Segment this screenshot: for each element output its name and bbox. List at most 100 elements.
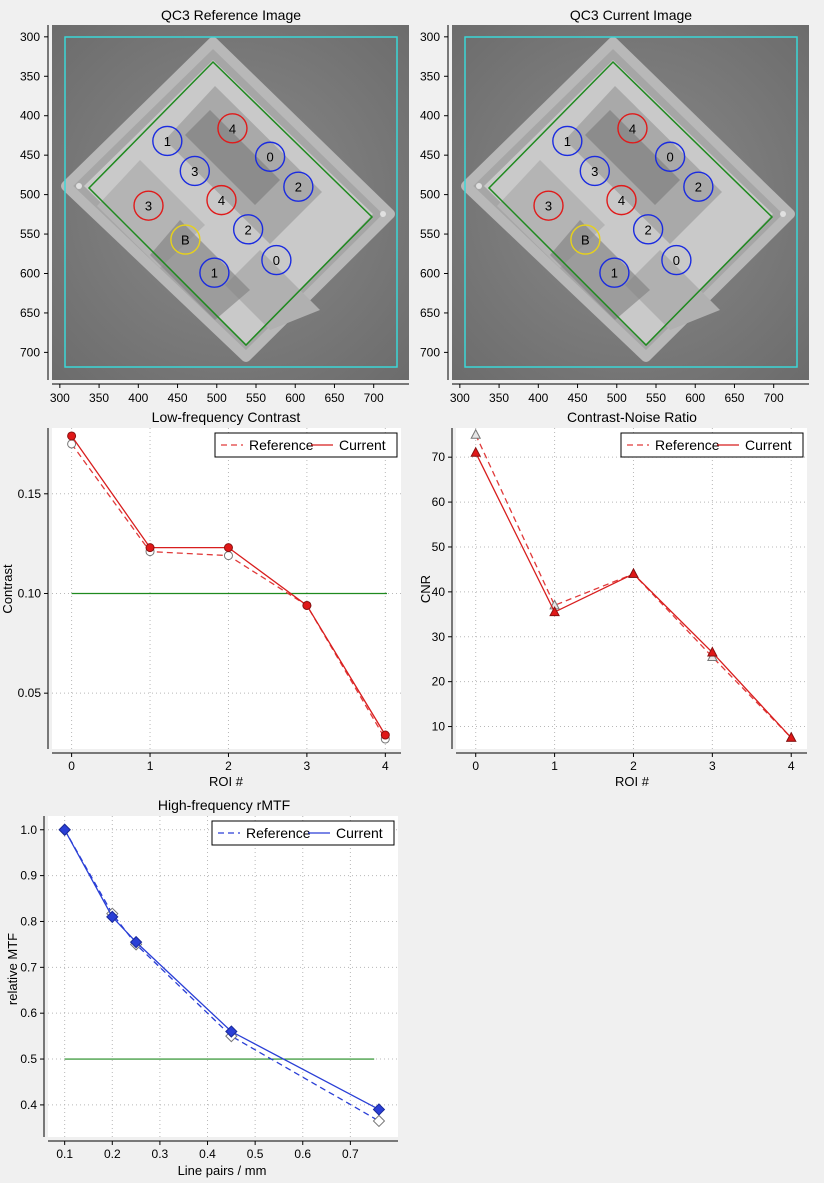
roi-circle — [232, 214, 264, 245]
roi-label: 2 — [695, 180, 702, 195]
y-tick-label: 300 — [420, 30, 440, 44]
roi-label: 1 — [611, 266, 618, 281]
x-tick-label: 0.4 — [199, 1147, 216, 1161]
y-tick-label: 500 — [20, 188, 40, 202]
roi-label: 0 — [273, 253, 280, 268]
data-point-current — [67, 431, 77, 441]
legend-box — [211, 820, 395, 846]
y-tick-label: 350 — [20, 69, 40, 83]
plot-area: 0 1 2 3 4 0.05 0.10 0.15 Reference Current — [18, 428, 401, 773]
chart-title: Contrast-Noise Ratio — [567, 409, 697, 425]
roi-circle — [133, 190, 164, 221]
roi-circle — [206, 184, 237, 216]
x-tick-label: 4 — [788, 759, 795, 773]
current-image-panel: QC3 Current Image 1 3 4 0 2 3 4 2 B 0 1 300 350 400 4… — [420, 7, 809, 405]
y-tick-label: 400 — [20, 109, 40, 123]
legend-box — [214, 432, 398, 458]
roi-circle — [570, 224, 601, 255]
roi-circle — [661, 244, 692, 276]
roi-label: 4 — [218, 193, 225, 208]
data-point-current — [380, 730, 390, 740]
reference-image-title: QC3 Reference Image — [161, 7, 301, 23]
x-tick-label: 1 — [147, 759, 154, 773]
roi-circle — [152, 125, 183, 157]
roi-circle — [632, 214, 664, 245]
y-tick-label: 70 — [432, 450, 446, 464]
x-tick-label: 600 — [685, 391, 705, 405]
low-frequency-contrast-chart: Low-frequency Contrast ROI # Contrast 0 1… — [0, 409, 401, 789]
data-point-current — [58, 823, 71, 836]
roi-circle — [552, 125, 583, 157]
x-tick-label: 600 — [285, 391, 305, 405]
y-tick-label: 20 — [432, 675, 446, 689]
y-tick-label: 550 — [20, 227, 40, 241]
y-tick-label: 0.7 — [20, 960, 37, 974]
y-tick-label: 0.05 — [18, 686, 42, 700]
legend: Reference Current — [214, 432, 398, 458]
x-axis-label: Line pairs / mm — [178, 1163, 267, 1178]
y-tick-label: 10 — [432, 720, 446, 734]
x-tick-label: 550 — [646, 391, 666, 405]
roi-circle — [606, 184, 637, 216]
y-tick-label: 450 — [20, 148, 40, 162]
x-tick-label: 700 — [764, 391, 784, 405]
roi-circle — [254, 141, 286, 172]
y-tick-label: 0.4 — [20, 1098, 37, 1112]
x-tick-label: 350 — [489, 391, 509, 405]
y-tick-label: 1.0 — [20, 823, 37, 837]
y-tick-label: 500 — [420, 188, 440, 202]
x-tick-label: 0.7 — [342, 1147, 359, 1161]
legend-label: Current — [336, 825, 383, 841]
legend-box — [620, 432, 804, 458]
x-tick-label: 500 — [207, 391, 227, 405]
roi-label: 1 — [211, 266, 218, 281]
roi-label: 1 — [564, 134, 571, 149]
contrast-noise-ratio-chart: Contrast-Noise Ratio ROI # CNR 0 1 2 3 4 10 20… — [418, 409, 807, 789]
y-tick-label: 40 — [432, 585, 446, 599]
x-tick-label: 1 — [551, 759, 558, 773]
y-tick-label: 0.8 — [20, 914, 37, 928]
image-ticks: 300 350 400 450 500 550 600 650 7003003504004505… — [20, 30, 384, 405]
high-frequency-rmtf-chart: High-frequency rMTF Line pairs / mm rela… — [5, 797, 398, 1178]
x-axis-label: ROI # — [615, 774, 650, 789]
y-tick-label: 600 — [20, 267, 40, 281]
x-tick-label: 350 — [89, 391, 109, 405]
plot-background — [52, 428, 401, 749]
y-tick-label: 0.5 — [20, 1052, 37, 1066]
data-point-current — [470, 446, 482, 457]
x-tick-label: 0.1 — [56, 1147, 73, 1161]
roi-label: 0 — [673, 253, 680, 268]
x-tick-label: 3 — [304, 759, 311, 773]
chart-title: Low-frequency Contrast — [152, 409, 301, 425]
roi-label: 4 — [629, 121, 636, 136]
data-point-reference — [223, 551, 233, 561]
y-tick-label: 50 — [432, 540, 446, 554]
x-tick-label: 700 — [364, 391, 384, 405]
x-tick-label: 0 — [472, 759, 479, 773]
roi-markers: 1 3 4 0 2 3 4 2 B 0 1 — [533, 113, 714, 288]
x-tick-label: 450 — [168, 391, 188, 405]
data-point-current — [223, 543, 233, 553]
roi-circle — [217, 113, 248, 144]
roi-label: 1 — [164, 134, 171, 149]
x-tick-label: 4 — [382, 759, 389, 773]
roi-label: 0 — [667, 150, 674, 165]
data-point-current — [145, 543, 155, 553]
y-tick-label: 700 — [420, 345, 440, 359]
x-tick-label: 0.3 — [152, 1147, 169, 1161]
plot-area: 0 1 2 3 4 10 20 30 40 50 60 70 Reference Current — [432, 428, 807, 773]
y-tick-label: 550 — [420, 227, 440, 241]
roi-label: B — [181, 233, 190, 248]
x-tick-label: 300 — [450, 391, 470, 405]
x-tick-label: 450 — [568, 391, 588, 405]
roi-label: 3 — [145, 199, 152, 214]
x-tick-label: 650 — [324, 391, 344, 405]
data-point-reference — [372, 1114, 386, 1128]
roi-label: 3 — [191, 164, 198, 179]
y-tick-label: 0.10 — [18, 586, 42, 600]
phantom-outline — [487, 60, 774, 347]
data-point-current — [785, 731, 797, 742]
y-tick-label: 650 — [20, 306, 40, 320]
reference-image-panel: QC3 Reference Image 1 3 4 0 2 3 4 2 B 0 1 300 350 40… — [20, 7, 409, 405]
